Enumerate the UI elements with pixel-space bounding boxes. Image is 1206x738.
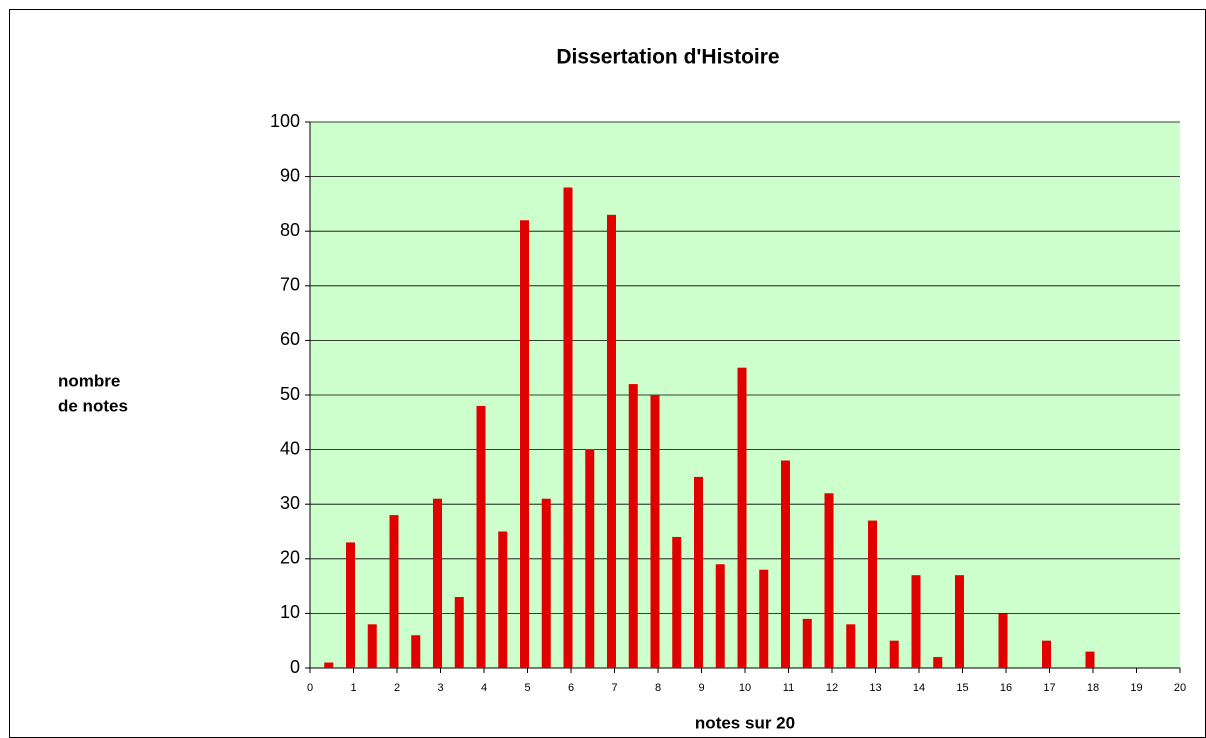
x-tick-label: 9 bbox=[698, 682, 704, 694]
bar bbox=[1042, 640, 1051, 668]
x-tick-label: 3 bbox=[437, 682, 443, 694]
bar bbox=[367, 624, 377, 668]
bar bbox=[998, 613, 1008, 668]
bar bbox=[389, 515, 399, 668]
bar bbox=[889, 640, 899, 668]
bar bbox=[694, 476, 703, 668]
bar bbox=[737, 367, 747, 668]
x-tick-label: 12 bbox=[826, 682, 838, 694]
bar bbox=[1085, 651, 1095, 668]
y-tick-label: 90 bbox=[280, 165, 300, 185]
x-tick-label: 18 bbox=[1087, 682, 1099, 694]
chart-title: Dissertation d'Histoire bbox=[556, 46, 779, 69]
x-tick-label: 19 bbox=[1130, 682, 1142, 694]
y-axis-label: de notes bbox=[58, 396, 128, 415]
bar bbox=[476, 405, 486, 668]
x-tick-label: 6 bbox=[568, 682, 574, 694]
bar bbox=[541, 498, 551, 668]
y-tick-label: 0 bbox=[290, 657, 300, 677]
x-tick-label: 8 bbox=[655, 682, 661, 694]
x-tick-label: 1 bbox=[350, 682, 356, 694]
y-axis-label: nombre bbox=[58, 371, 120, 390]
x-tick-label: 15 bbox=[956, 682, 968, 694]
bar bbox=[498, 531, 508, 668]
bar bbox=[433, 498, 442, 668]
bar bbox=[846, 624, 856, 668]
bar bbox=[346, 542, 355, 668]
x-tick-label: 17 bbox=[1043, 682, 1055, 694]
bar bbox=[628, 384, 638, 668]
bar bbox=[607, 214, 616, 668]
x-tick-label: 4 bbox=[481, 682, 487, 694]
y-tick-label: 20 bbox=[280, 548, 300, 568]
bar bbox=[824, 493, 834, 668]
x-tick-label: 11 bbox=[783, 682, 794, 694]
bar bbox=[454, 597, 464, 668]
y-tick-label: 100 bbox=[270, 111, 300, 131]
bar bbox=[802, 618, 812, 668]
y-tick-label: 10 bbox=[280, 602, 300, 622]
y-tick-label: 30 bbox=[280, 493, 300, 513]
bar bbox=[672, 536, 682, 668]
bar bbox=[715, 564, 725, 668]
bar bbox=[650, 395, 660, 668]
x-tick-label: 10 bbox=[739, 682, 751, 694]
bar bbox=[781, 460, 790, 668]
bar bbox=[563, 187, 573, 668]
x-tick-label: 7 bbox=[611, 682, 617, 694]
bar bbox=[868, 520, 877, 668]
y-tick-label: 40 bbox=[280, 438, 300, 458]
y-tick-label: 80 bbox=[280, 220, 300, 240]
bar bbox=[759, 569, 769, 668]
x-tick-label: 16 bbox=[1000, 682, 1012, 694]
x-tick-label: 13 bbox=[869, 682, 881, 694]
x-tick-label: 20 bbox=[1174, 682, 1186, 694]
bar bbox=[411, 635, 421, 668]
y-tick-label: 50 bbox=[280, 384, 300, 404]
bar bbox=[955, 575, 964, 668]
bar bbox=[585, 449, 595, 668]
x-tick-label: 5 bbox=[524, 682, 530, 694]
bar bbox=[520, 220, 529, 668]
x-tick-label: 14 bbox=[913, 682, 925, 694]
bar bbox=[911, 575, 921, 668]
y-tick-label: 70 bbox=[280, 275, 300, 295]
x-tick-label: 0 bbox=[307, 682, 313, 694]
x-tick-label: 2 bbox=[394, 682, 400, 694]
x-axis-label: notes sur 20 bbox=[695, 713, 795, 732]
bar bbox=[933, 657, 943, 668]
bar bbox=[324, 662, 334, 668]
y-tick-label: 60 bbox=[280, 329, 300, 349]
